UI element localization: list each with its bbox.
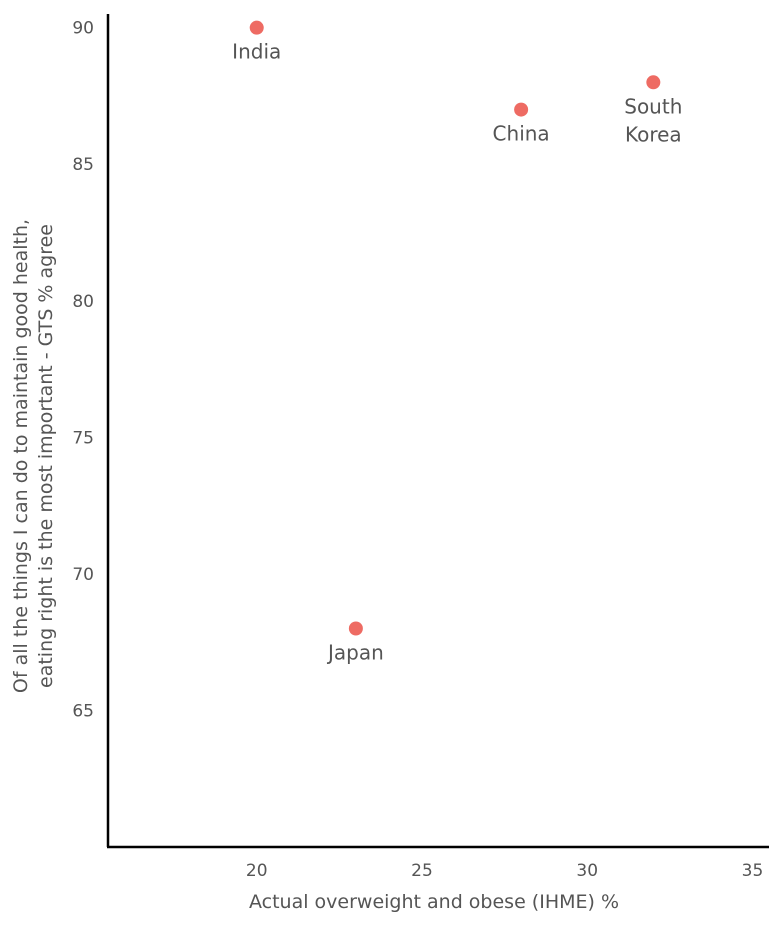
data-point [249, 20, 264, 35]
y-tick-label: 85 [72, 155, 94, 175]
data-point [646, 75, 661, 90]
data-point-group: Japan [326, 621, 384, 665]
x-tick-label: 35 [742, 861, 764, 881]
x-tick-labels: 20 25 30 35 [246, 861, 763, 881]
data-points: India China South Korea Japan [232, 20, 682, 665]
data-point [348, 621, 363, 636]
y-tick-label: 80 [72, 292, 94, 312]
data-point-label: India [232, 40, 281, 64]
x-tick-label: 25 [411, 861, 433, 881]
y-tick-label: 65 [72, 701, 94, 721]
y-tick-labels: 65 70 75 80 85 90 [72, 19, 94, 722]
data-point-group: South Korea [624, 75, 682, 146]
data-point-group: India [232, 20, 281, 64]
y-tick-label: 90 [72, 19, 94, 39]
y-axis-title-line: eating right is the most important - GTS… [35, 224, 57, 688]
x-tick-label: 30 [576, 861, 598, 881]
data-point-label: Korea [625, 122, 682, 146]
x-tick-label: 20 [246, 861, 268, 881]
x-axis-title: Actual overweight and obese (IHME) % [249, 891, 619, 913]
y-axis-title: Of all the things I can do to maintain g… [10, 219, 57, 693]
data-point [514, 102, 529, 117]
y-tick-label: 70 [72, 565, 94, 585]
data-point-label: Japan [326, 641, 384, 665]
y-tick-label: 75 [72, 428, 94, 448]
data-point-label: China [493, 122, 550, 146]
data-point-label: South [624, 94, 682, 118]
data-point-group: China [493, 102, 550, 146]
y-axis-title-line: Of all the things I can do to maintain g… [10, 219, 32, 693]
